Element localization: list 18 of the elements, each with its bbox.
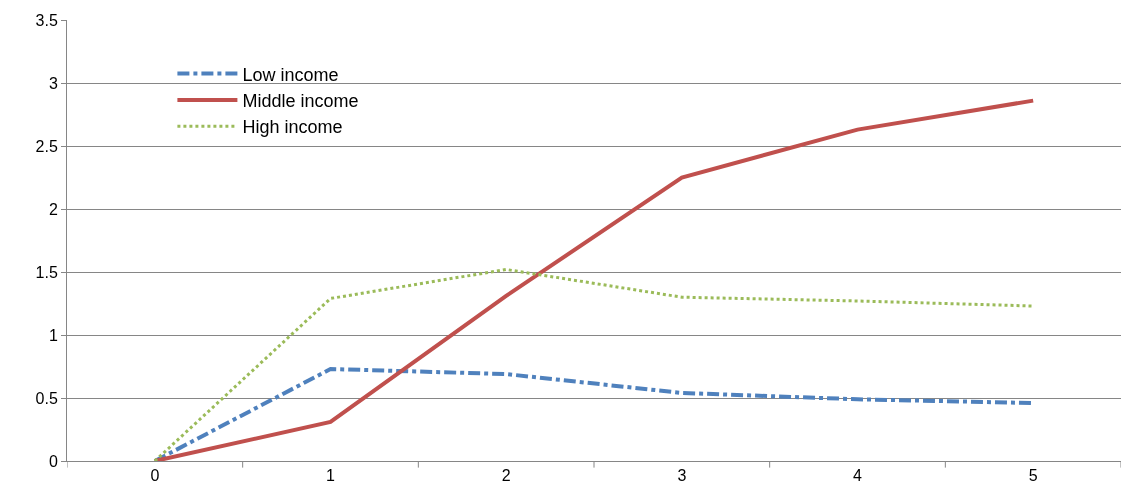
x-tick-label: 4 — [853, 467, 863, 485]
y-tick-label: 1.5 — [35, 263, 58, 281]
y-tick-label: 2 — [48, 200, 58, 218]
y-tick-label: 3.5 — [35, 11, 58, 29]
line-series — [153, 267, 1035, 461]
y-tick-label: 1 — [48, 326, 58, 344]
y-tick-label: 0 — [48, 452, 58, 470]
legend-label: High income — [242, 117, 343, 138]
x-tick-label: 1 — [326, 467, 336, 485]
y-tick-label: 3 — [48, 74, 58, 92]
x-tick-label: 5 — [1028, 467, 1038, 485]
x-tick-label: 2 — [501, 467, 511, 485]
legend-label: Middle income — [242, 90, 359, 111]
legend-label: Low income — [242, 64, 339, 85]
y-tick-label: 2.5 — [35, 137, 58, 155]
x-tick-label: 3 — [677, 467, 687, 485]
x-tick-label: 0 — [150, 467, 160, 485]
y-tick-label: 0.5 — [35, 389, 58, 407]
